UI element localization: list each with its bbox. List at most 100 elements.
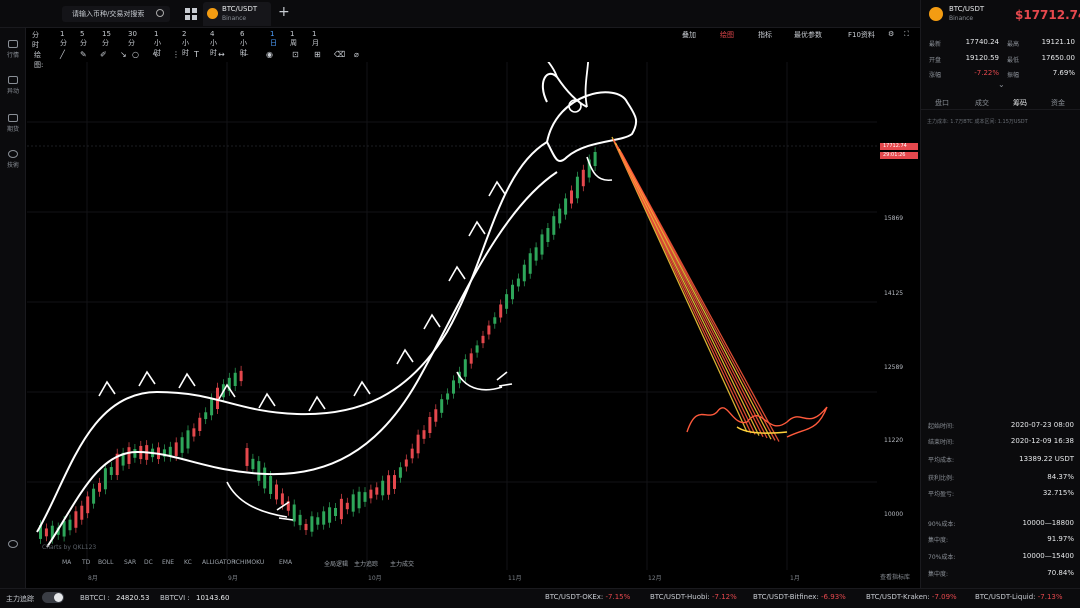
params-button[interactable]: 最优参数 [794,31,822,39]
candle [239,370,243,382]
indicator-7[interactable]: ALLIGATOR [202,559,236,566]
search-input[interactable]: 请输入币种/交易对搜索 [62,6,170,22]
indicator-1[interactable]: TD [82,559,91,566]
tab-btc-usdt[interactable]: BTC/USDT Binance [203,2,271,26]
candle [98,482,101,492]
text-tool-icon[interactable]: T [194,50,199,59]
candle [398,467,402,478]
candle [269,476,273,494]
indicator-11[interactable]: 主力追踪 [354,561,379,568]
chevron-down-icon[interactable]: ⌄ [998,80,1005,89]
y-tick-label: 11220 [884,437,904,444]
fullscreen-icon[interactable]: ⛶ [904,30,909,38]
panel-tabs: 盘口 成交 筹码 资金 [921,96,1080,110]
market-item[interactable]: BTC/USDT-Huobi: -7.12% [650,593,737,601]
candle [440,399,444,413]
draw-button[interactable]: 绘图 [720,31,734,39]
candle [434,409,438,422]
price-chart[interactable] [27,62,877,570]
indicator-6[interactable]: KC [184,559,192,566]
grid-icon[interactable] [185,8,197,20]
market-item[interactable]: BTC/USDT-Kraken: -7.09% [866,593,957,601]
overlay-button[interactable]: 叠加 [682,31,696,39]
indicator-library-link[interactable]: 查看指标库 [880,574,911,581]
indicator-5[interactable]: ENE [162,559,175,566]
tab-trades[interactable]: 成交 [975,99,989,107]
indicator-4[interactable]: DC [144,559,153,566]
market-item[interactable]: BTC/USDT-Liquid: -7.13% [975,593,1063,601]
candle [516,278,520,287]
nav-item-futures[interactable]: 期货 [0,114,26,133]
candle [62,521,66,537]
draw-label: 绘图: [34,51,44,69]
x-tick-label: 8月 [88,575,98,582]
f10-button[interactable]: F10资料 [848,31,875,39]
nav-item-alert[interactable]: 异动 [0,76,26,95]
circle-tool-icon[interactable]: ○ [132,50,139,59]
main-force-toggle[interactable] [42,592,64,603]
tab-orderbook[interactable]: 盘口 [935,99,949,107]
toggle-label: 主力追踪 [6,595,34,603]
indicator-0[interactable]: MA [62,559,72,566]
indicator-10[interactable]: 全局逻辑 [324,561,349,568]
candle [416,434,420,454]
search-icon[interactable] [156,9,164,17]
fib-tool-icon[interactable]: ⋮ [172,50,180,59]
nav-item-tech[interactable]: 技術 [0,150,26,169]
nav-item-market[interactable]: 行情 [0,40,26,59]
range-tool-icon[interactable]: ⊢ [242,50,249,59]
lock-tool-icon[interactable]: ⊡ [292,50,299,59]
timeframe-6[interactable]: 2小时 [182,30,189,57]
dragon-spike [308,395,326,412]
x-tick-label: 9月 [228,575,238,582]
timeframe-1[interactable]: 1分 [60,30,67,47]
info-value: 10000—18800 [1022,519,1074,527]
market-item[interactable]: BTC/USDT-OKEx: -7.15% [545,593,631,601]
x-tick-label: 10月 [368,575,382,582]
timeframe-5[interactable]: 1小时 [154,30,161,57]
indicator-8[interactable]: ICHIMOKU [234,559,265,566]
timeframe-10[interactable]: 1周 [290,30,297,47]
candle [387,475,391,495]
arrow-tool-icon[interactable]: ↘ [120,50,127,59]
settings-icon[interactable]: ⚙ [888,30,895,38]
erase-tool-icon[interactable]: ⌀ [354,50,359,59]
measure-tool-icon[interactable]: ↔ [218,50,225,59]
trash-tool-icon[interactable]: ⌫ [334,50,346,59]
indicator-12[interactable]: 主力成交 [390,561,415,568]
candle [174,442,178,456]
candle [227,377,231,391]
candle [233,372,237,387]
eye-tool-icon[interactable]: ◉ [266,50,273,59]
tab-funds[interactable]: 资金 [1051,99,1065,107]
curve-tool-icon[interactable]: ∿ [152,50,159,59]
line-tool-icon[interactable]: ╱ [60,50,65,59]
candle [546,228,550,242]
timeframe-9[interactable]: 1日 [270,30,277,47]
brush-tool-icon[interactable]: ✐ [100,50,107,59]
timeframe-11[interactable]: 1月 [312,30,319,47]
candle [363,492,367,502]
candle [446,393,450,400]
y-tick-label: 10000 [884,511,904,518]
timeframe-7[interactable]: 4小时 [210,30,217,57]
stat-label: 最低 [1007,57,1020,64]
tab-chips[interactable]: 筹码 [1013,99,1027,107]
timeframe-4[interactable]: 30分 [128,30,137,47]
indicator-2[interactable]: BOLL [98,559,114,566]
settings-icon[interactable] [0,540,26,550]
dragon-spike [178,372,196,389]
timeframe-8[interactable]: 6小时 [240,30,247,57]
timeframe-0[interactable]: 分时 [32,31,39,49]
market-item[interactable]: BTC/USDT-Bitfinex: -6.93% [753,593,846,601]
pen-tool-icon[interactable]: ✎ [80,50,87,59]
add-tab-icon[interactable]: + [278,4,290,20]
timeframe-2[interactable]: 5分 [80,30,87,47]
indicator-3[interactable]: SAR [124,559,137,566]
candle [210,398,214,416]
magnet-tool-icon[interactable]: ⊞ [314,50,321,59]
candle [251,458,255,470]
timeframe-3[interactable]: 15分 [102,30,111,47]
indicators-button[interactable]: 指标 [758,31,772,39]
indicator-9[interactable]: EMA [279,559,293,566]
